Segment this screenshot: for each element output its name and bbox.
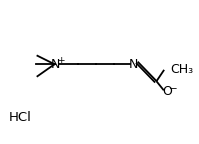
Text: CH₃: CH₃ bbox=[171, 63, 194, 76]
Text: O: O bbox=[163, 85, 172, 98]
Text: N: N bbox=[129, 58, 138, 71]
Text: N: N bbox=[51, 58, 60, 71]
Text: +: + bbox=[57, 56, 64, 65]
Text: HCl: HCl bbox=[9, 111, 32, 124]
Text: −: − bbox=[169, 84, 178, 94]
